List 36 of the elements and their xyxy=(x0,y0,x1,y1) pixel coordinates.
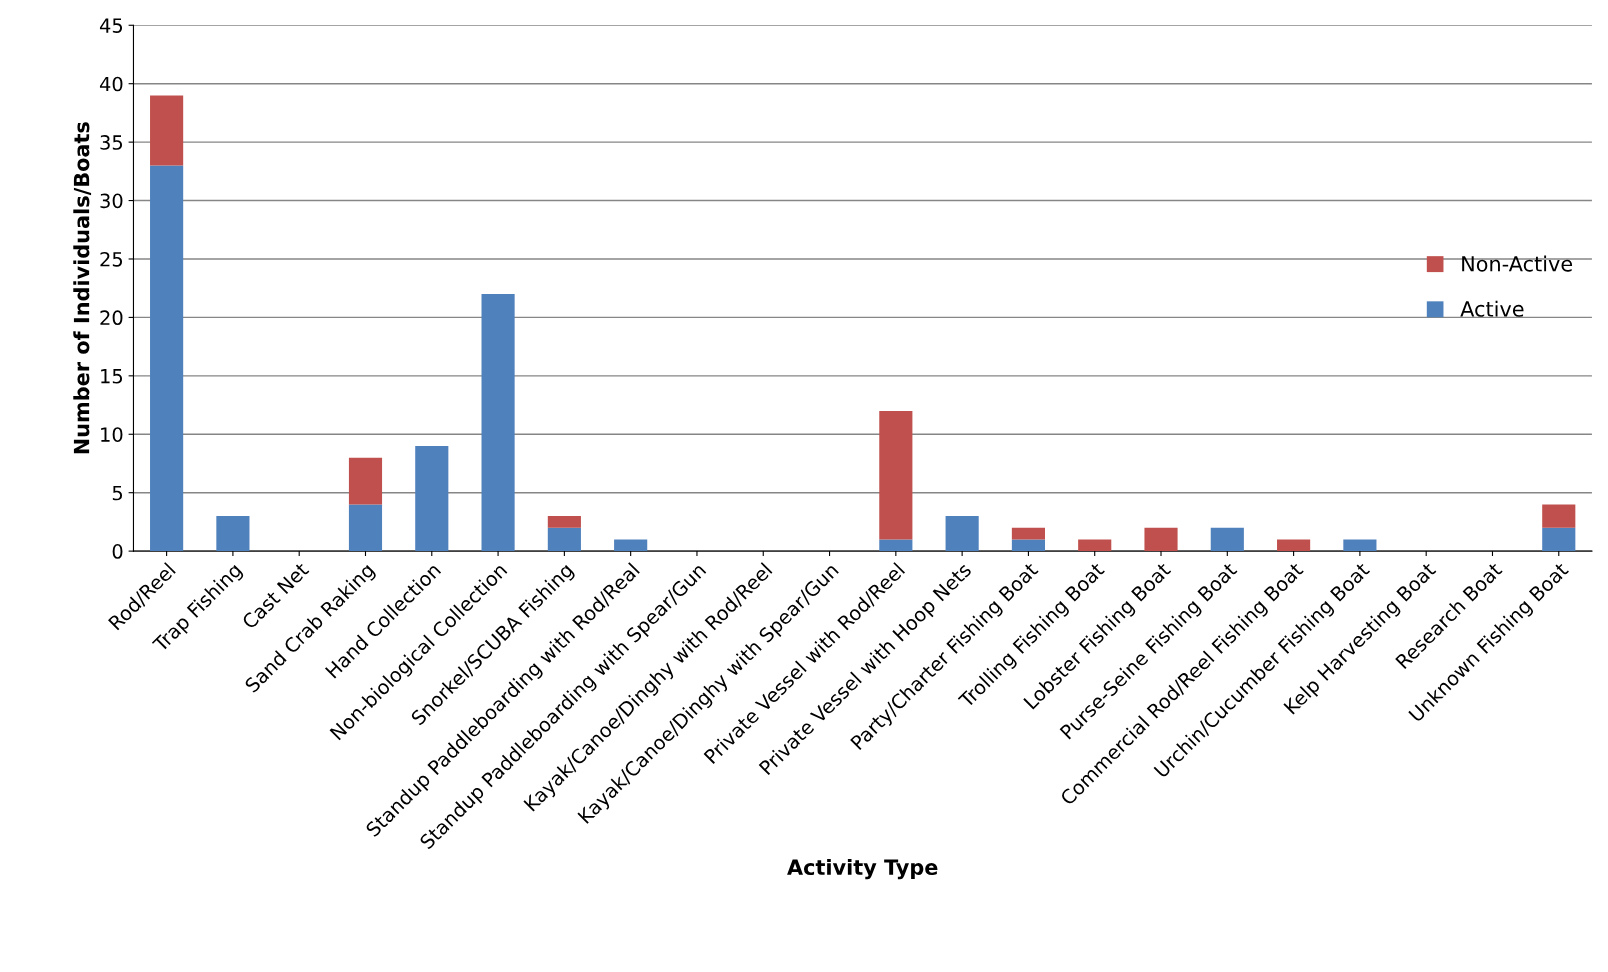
y-tick-label: 40 xyxy=(99,76,123,92)
legend-label: Non-Active xyxy=(1462,255,1573,272)
bar xyxy=(481,294,515,552)
y-tick-label: 0 xyxy=(112,544,123,559)
y-tick-label: 30 xyxy=(100,193,123,209)
y-tick-label: 35 xyxy=(100,135,123,150)
bar xyxy=(879,539,913,552)
bar xyxy=(1343,539,1377,552)
bar xyxy=(1210,527,1244,552)
y-tick-label: 20 xyxy=(100,310,123,326)
bar xyxy=(945,516,979,552)
y-tick-label: 25 xyxy=(100,251,123,267)
bar xyxy=(348,457,383,505)
bar xyxy=(415,445,449,552)
bar xyxy=(1144,527,1178,552)
bar xyxy=(614,539,648,552)
bar xyxy=(1542,527,1576,552)
bar xyxy=(1277,539,1311,552)
y-tick-label: 45 xyxy=(99,18,123,33)
bar xyxy=(547,527,581,552)
bar xyxy=(1011,539,1045,552)
bar xyxy=(150,165,184,552)
y-axis-title: Number of Individuals/Boats xyxy=(73,122,92,454)
y-tick-label: 15 xyxy=(101,369,123,384)
x-axis-title: Activity Type xyxy=(787,858,938,880)
bar xyxy=(1542,504,1576,528)
bar xyxy=(1078,539,1112,552)
y-tick-label: 10 xyxy=(101,427,123,442)
bar xyxy=(547,516,581,528)
y-tick-label: 5 xyxy=(112,485,123,501)
bar xyxy=(348,504,383,552)
bar xyxy=(216,516,250,552)
legend-label: Active xyxy=(1460,300,1524,317)
bar xyxy=(1011,527,1045,540)
bar xyxy=(150,95,184,166)
bar xyxy=(879,410,913,540)
